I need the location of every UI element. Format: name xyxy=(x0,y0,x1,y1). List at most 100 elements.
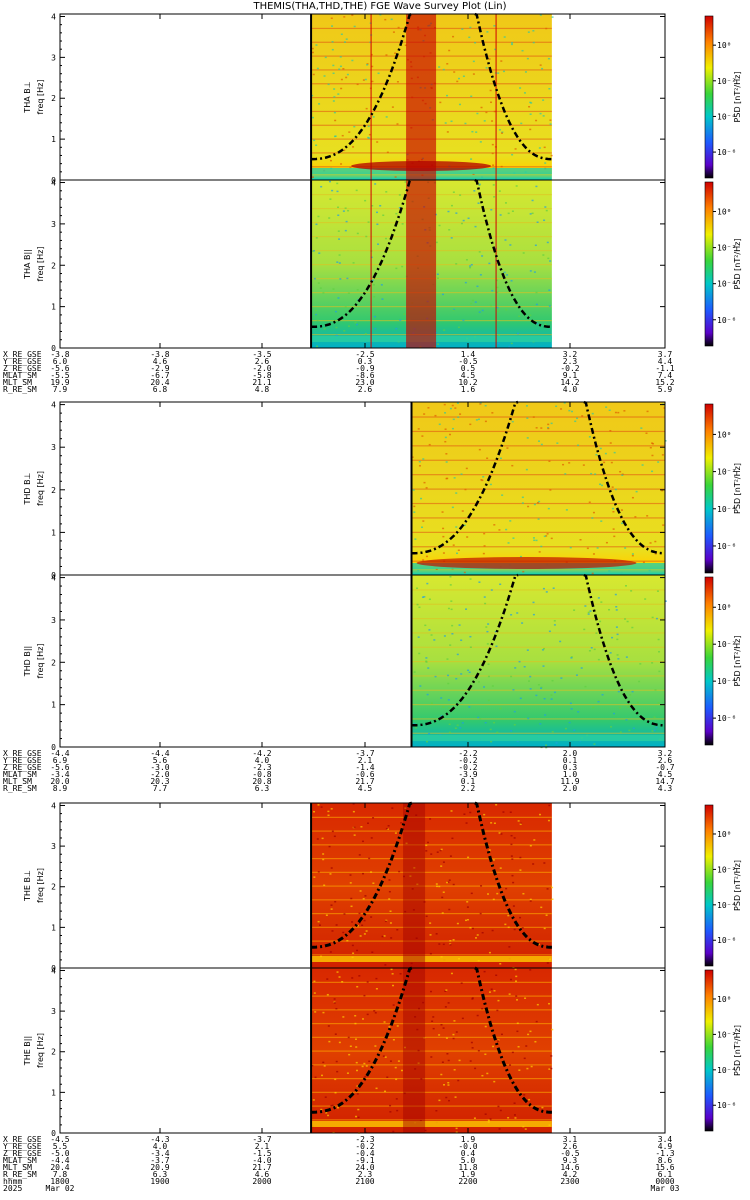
panel-tha-bll: 0 1 2 3 4 THA B|| freq [Hz] 10⁰ 10⁻² 10⁻⁴ 10⁻⁶ PSD … xyxy=(23,179,742,353)
noise-speck xyxy=(639,663,642,665)
noise-speck xyxy=(395,327,398,330)
date-end: Mar 03 xyxy=(651,1184,680,1193)
noise-speck xyxy=(484,1053,487,1056)
noise-speck xyxy=(367,125,370,128)
noise-speck xyxy=(516,999,519,1001)
harmonic-band xyxy=(311,954,552,956)
noise-speck xyxy=(513,928,516,931)
noise-speck xyxy=(634,516,637,518)
noise-speck xyxy=(418,652,421,655)
noise-speck xyxy=(504,239,507,241)
noise-speck xyxy=(496,892,499,895)
noise-speck xyxy=(624,618,627,620)
noise-speck xyxy=(597,700,600,703)
ephemeris-value: 2.6 xyxy=(358,385,373,394)
noise-speck xyxy=(362,872,365,875)
y-tick-label: 1 xyxy=(51,701,56,710)
noise-speck xyxy=(588,436,591,438)
noise-speck xyxy=(452,1033,455,1036)
gyrofrequency-curve xyxy=(583,400,665,555)
ephemeris-table: X_RE_GSE -4.5 -4.3 -3.7 -2.3 1.9 3.1 3.4 Y_RE_GS… xyxy=(3,1135,680,1193)
perigee-strip xyxy=(406,14,437,180)
noise-speck xyxy=(447,1059,450,1062)
noise-speck xyxy=(514,148,517,150)
ephemeris-value: 23.0 xyxy=(355,378,374,387)
noise-speck xyxy=(350,897,353,900)
noise-speck xyxy=(653,729,656,732)
noise-speck xyxy=(332,72,335,75)
noise-speck xyxy=(401,223,404,225)
ephemeris-value: -2.0 xyxy=(150,770,169,779)
noise-speck xyxy=(548,1068,551,1070)
ephemeris-value: 6.3 xyxy=(255,784,270,793)
noise-speck xyxy=(331,48,334,51)
noise-speck xyxy=(417,569,420,572)
noise-speck xyxy=(325,914,328,917)
noise-speck xyxy=(342,931,345,934)
ephemeris-value: 0000 xyxy=(655,1177,674,1186)
noise-speck xyxy=(515,975,518,978)
noise-speck xyxy=(516,1022,519,1025)
ephemeris-value: 2100 xyxy=(355,1177,374,1186)
noise-speck xyxy=(509,1064,512,1066)
noise-speck xyxy=(519,823,522,826)
noise-speck xyxy=(465,822,468,824)
noise-speck xyxy=(537,943,540,946)
noise-speck xyxy=(530,1065,533,1068)
noise-speck xyxy=(459,194,462,196)
noise-speck xyxy=(447,674,450,677)
noise-speck xyxy=(469,635,472,638)
noise-speck xyxy=(333,111,336,114)
ephemeris-value: 5.5 xyxy=(53,1142,68,1151)
noise-speck xyxy=(582,464,585,466)
ephemeris-value: 10.2 xyxy=(458,378,477,387)
ephemeris-value: -3.8 xyxy=(150,350,169,359)
noise-speck xyxy=(462,219,465,222)
noise-speck xyxy=(540,545,543,548)
noise-speck xyxy=(316,838,319,840)
noise-speck xyxy=(316,345,319,348)
noise-speck xyxy=(523,1057,526,1060)
y-axis-label: freq [Hz] xyxy=(36,471,45,506)
noise-speck xyxy=(352,952,355,954)
noise-speck xyxy=(548,1002,551,1005)
noise-speck xyxy=(384,920,387,923)
noise-speck xyxy=(625,656,628,658)
noise-speck xyxy=(471,1047,474,1049)
noise-speck xyxy=(545,209,548,212)
noise-speck xyxy=(592,511,595,514)
ephemeris-value: 1.0 xyxy=(563,770,578,779)
noise-speck xyxy=(433,639,436,641)
noise-speck xyxy=(339,65,342,68)
noise-speck xyxy=(608,570,611,572)
noise-speck xyxy=(412,489,415,491)
noise-speck xyxy=(481,176,484,179)
ephemeris-value: -2.3 xyxy=(355,1135,374,1144)
ephemeris-value: -0.6 xyxy=(355,770,374,779)
ephemeris-value: 6.1 xyxy=(658,1170,673,1179)
ephemeris-value: 5.0 xyxy=(461,1156,476,1165)
noise-speck xyxy=(448,731,451,734)
noise-speck xyxy=(372,284,375,286)
ephemeris-label: Z_RE_GSE xyxy=(3,1149,42,1158)
colorbar-tick-label: 10⁻⁶ xyxy=(717,714,736,723)
noise-speck xyxy=(314,1011,317,1013)
noise-speck xyxy=(386,1076,389,1078)
noise-speck xyxy=(330,904,333,906)
noise-speck xyxy=(401,265,404,268)
noise-speck xyxy=(332,100,335,102)
noise-speck xyxy=(404,910,407,913)
lowfreq-emission xyxy=(416,557,637,569)
noise-speck xyxy=(497,1040,500,1042)
noise-speck xyxy=(615,626,618,628)
noise-speck xyxy=(329,159,332,162)
harmonic-band xyxy=(311,1036,552,1038)
noise-speck xyxy=(484,420,487,423)
ephemeris-value: 2.6 xyxy=(563,1142,578,1151)
noise-speck xyxy=(592,553,595,555)
noise-speck xyxy=(591,572,594,575)
noise-speck xyxy=(532,41,535,44)
colorbar-tick-label: 10⁻⁶ xyxy=(717,1101,736,1110)
noise-speck xyxy=(620,572,623,574)
noise-speck xyxy=(642,561,645,564)
